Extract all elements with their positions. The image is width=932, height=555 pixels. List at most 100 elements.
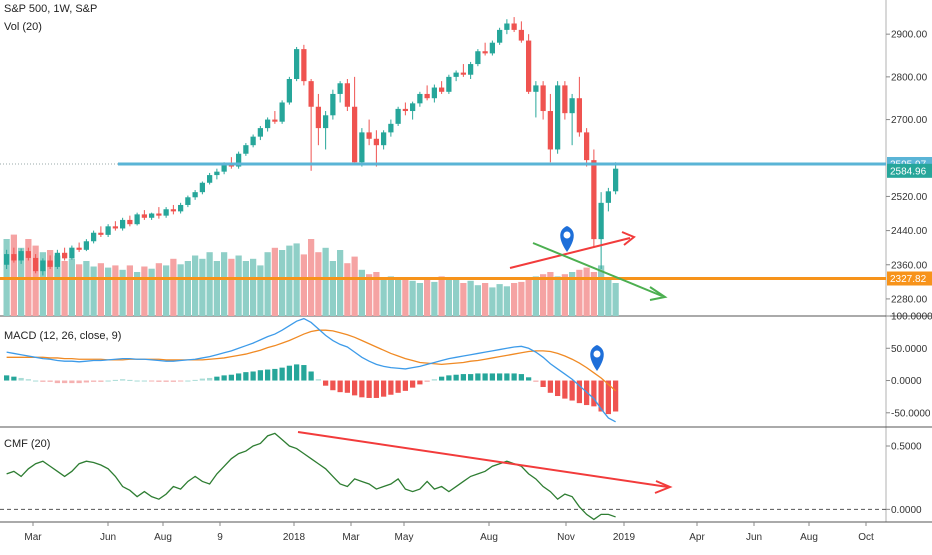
macd-histogram-bar — [112, 379, 118, 381]
volume-bar — [97, 263, 104, 316]
volume-bar — [532, 276, 539, 316]
macd-histogram-bar — [431, 379, 437, 381]
candle-body — [605, 191, 611, 203]
macd-histogram-bar — [308, 371, 314, 381]
macd-histogram-bar — [69, 380, 75, 384]
volume-bar — [612, 283, 619, 316]
candle-body — [279, 102, 285, 122]
volume-bar — [242, 261, 249, 316]
candle-body — [352, 106, 358, 163]
candle-body — [301, 49, 307, 82]
candle-body — [431, 87, 437, 99]
candle-body — [11, 254, 17, 261]
volume-bar — [126, 265, 133, 316]
volume-bar — [503, 286, 510, 316]
macd-histogram-bar — [504, 373, 510, 381]
candle-body — [540, 85, 546, 112]
macd-histogram-bar — [127, 379, 133, 381]
current-price-tag: 2584.96 — [890, 166, 927, 177]
volume-bar — [496, 284, 503, 316]
volume-bar — [344, 263, 351, 316]
volume-bar — [250, 258, 257, 316]
candle-body — [388, 123, 394, 133]
volume-label: Vol (20) — [4, 21, 42, 33]
candle-body — [199, 182, 205, 193]
candle-body — [489, 42, 495, 54]
macd-line — [6, 317, 616, 423]
macd-histogram-bar — [591, 380, 597, 407]
volume-bar — [315, 252, 322, 316]
candle-body — [315, 106, 321, 129]
macd-histogram-bar — [475, 373, 481, 381]
macd-histogram-bar — [98, 380, 104, 382]
candle-body — [562, 85, 568, 114]
macd-histogram-bar — [468, 374, 474, 381]
macd-histogram-bar — [279, 367, 285, 381]
volume-bar — [438, 276, 445, 316]
candle-body — [613, 168, 619, 192]
candle-body — [330, 93, 336, 116]
candle-body — [127, 219, 133, 225]
volume-bar — [511, 283, 518, 316]
candle-body — [323, 115, 329, 129]
marker-pin-icon-dot — [593, 350, 601, 358]
macd-histogram-bar — [228, 374, 234, 381]
macd-histogram-bar — [170, 380, 176, 382]
marker-pin-icon — [560, 226, 574, 252]
macd-histogram-bar — [460, 374, 466, 381]
volume-bar — [271, 247, 278, 316]
volume-bar — [54, 255, 61, 316]
volume-bar — [605, 278, 612, 316]
candle-body — [439, 87, 445, 92]
macd-histogram-bar — [518, 374, 524, 381]
candle-body — [272, 119, 278, 122]
volume-bar — [351, 256, 358, 316]
macd-histogram-bar — [497, 373, 503, 381]
volume-bar — [32, 245, 39, 316]
date-tick-label: Mar — [24, 532, 42, 543]
candle-body — [149, 213, 155, 218]
macd-histogram-bar — [323, 380, 329, 386]
volume-bar — [576, 269, 583, 316]
macd-tick-label: 0.0000 — [891, 376, 922, 387]
candle-body — [453, 72, 459, 77]
macd-histogram-bar — [62, 380, 68, 384]
macd-histogram-bar — [315, 379, 321, 381]
macd-histogram-bar — [265, 369, 271, 381]
marker-pin-icon-shape — [560, 226, 574, 252]
volume-bar — [590, 272, 597, 316]
date-tick-label: 9 — [217, 532, 223, 543]
candle-body — [547, 111, 553, 150]
price-tick-label: 2360.00 — [891, 260, 928, 271]
candle-body — [62, 252, 68, 259]
trend-arrow-green — [649, 286, 668, 301]
volume-bar — [68, 258, 75, 316]
volume-bar — [61, 261, 68, 316]
candle-body — [504, 23, 510, 30]
macd-histogram-bar — [395, 380, 401, 393]
macd-histogram-bar — [439, 376, 445, 381]
date-tick-label: May — [395, 532, 414, 543]
volume-bar — [489, 287, 496, 316]
price-tick-label: 2900.00 — [891, 30, 928, 41]
candle-body — [337, 83, 343, 94]
price-tick-label: 2700.00 — [891, 115, 928, 126]
macd-histogram-bar — [482, 373, 488, 381]
macd-histogram-bar — [533, 380, 539, 382]
volume-bar — [561, 274, 568, 316]
macd-histogram-bar — [286, 365, 292, 381]
macd-histogram-bar — [569, 380, 575, 401]
macd-histogram-bar — [388, 380, 394, 395]
volume-bar — [47, 250, 54, 316]
candle-body — [4, 254, 10, 265]
macd-histogram-bar — [446, 375, 452, 381]
macd-histogram-bar — [598, 380, 604, 412]
volume-bar — [453, 277, 460, 316]
candle-body — [25, 251, 31, 258]
macd-histogram-bar — [352, 380, 358, 396]
macd-histogram-bar — [605, 380, 611, 415]
volume-bar — [10, 234, 17, 316]
candle-body — [163, 209, 169, 216]
